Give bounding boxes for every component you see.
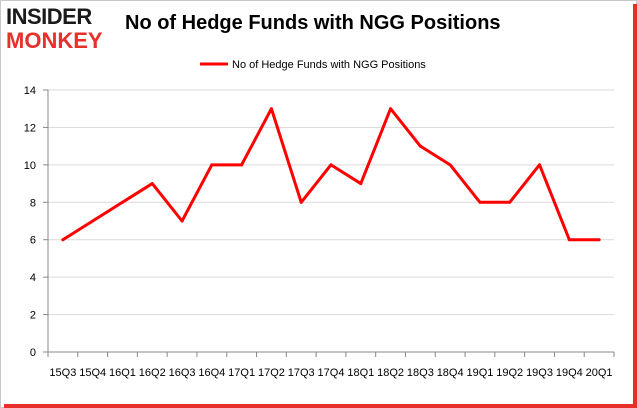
data-point xyxy=(329,163,333,167)
data-point xyxy=(210,163,214,167)
data-point xyxy=(597,238,601,242)
y-tick-label: 2 xyxy=(30,310,36,322)
series-line xyxy=(61,107,601,242)
x-tick-label: 17Q3 xyxy=(288,367,315,379)
data-point xyxy=(299,200,303,204)
y-tick-label: 0 xyxy=(30,347,36,359)
frame-shadow-bottom xyxy=(4,404,637,408)
data-point xyxy=(269,107,273,111)
data-point xyxy=(418,144,422,148)
data-point xyxy=(240,163,244,167)
y-tick-label: 6 xyxy=(30,235,36,247)
y-axis: 0 2 4 6 8 10 12 14 xyxy=(24,85,49,359)
gridlines xyxy=(48,89,614,316)
y-tick-label: 4 xyxy=(30,272,36,284)
legend: No of Hedge Funds with NGG Positions xyxy=(200,59,426,71)
x-tick-label: 16Q1 xyxy=(109,367,136,379)
chart-title: No of Hedge Funds with NGG Positions xyxy=(125,12,501,34)
x-axis: 15Q3 15Q4 16Q1 16Q2 16Q3 16Q4 17Q1 17Q2 17Q3 17Q4… xyxy=(47,351,615,379)
x-tick-label: 19Q4 xyxy=(556,367,583,379)
frame-shadow-right xyxy=(633,4,637,408)
data-point xyxy=(359,182,363,186)
logo-text-monkey: MONKEY xyxy=(6,28,103,53)
y-tick-label: 14 xyxy=(24,85,36,97)
data-point xyxy=(508,200,512,204)
x-tick-label: 16Q2 xyxy=(139,367,166,379)
y-tick-label: 12 xyxy=(24,122,36,134)
x-tick-label: 18Q1 xyxy=(347,367,374,379)
data-point xyxy=(120,200,124,204)
x-tick-label: 15Q4 xyxy=(79,367,106,379)
y-tick-label: 8 xyxy=(30,197,36,209)
insider-monkey-logo: INSIDER MONKEY xyxy=(6,6,118,52)
x-tick-label: 18Q3 xyxy=(407,367,434,379)
x-tick-label: 16Q4 xyxy=(198,367,225,379)
data-point xyxy=(61,238,65,242)
series-line-group xyxy=(61,107,601,242)
logo-text-insider: INSIDER xyxy=(6,4,92,29)
data-point xyxy=(478,200,482,204)
x-tick-label: 19Q2 xyxy=(496,367,523,379)
x-tick-label: 17Q2 xyxy=(258,367,285,379)
x-tick-label: 17Q1 xyxy=(228,367,255,379)
y-tick-label: 10 xyxy=(24,160,36,172)
legend-label: No of Hedge Funds with NGG Positions xyxy=(232,59,426,71)
data-point xyxy=(448,163,452,167)
x-tick-label: 18Q2 xyxy=(377,367,404,379)
x-tick-label: 16Q3 xyxy=(169,367,196,379)
x-tick-label: 20Q1 xyxy=(586,367,613,379)
data-point xyxy=(150,182,154,186)
x-tick-label: 15Q3 xyxy=(49,367,76,379)
data-point xyxy=(567,238,571,242)
x-tick-label: 17Q4 xyxy=(318,367,345,379)
x-tick-label: 18Q4 xyxy=(437,367,464,379)
data-point xyxy=(180,219,184,223)
data-point xyxy=(538,163,542,167)
x-tick-label: 19Q3 xyxy=(526,367,553,379)
data-point xyxy=(389,107,393,111)
data-point xyxy=(91,219,95,223)
x-tick-label: 19Q1 xyxy=(466,367,493,379)
